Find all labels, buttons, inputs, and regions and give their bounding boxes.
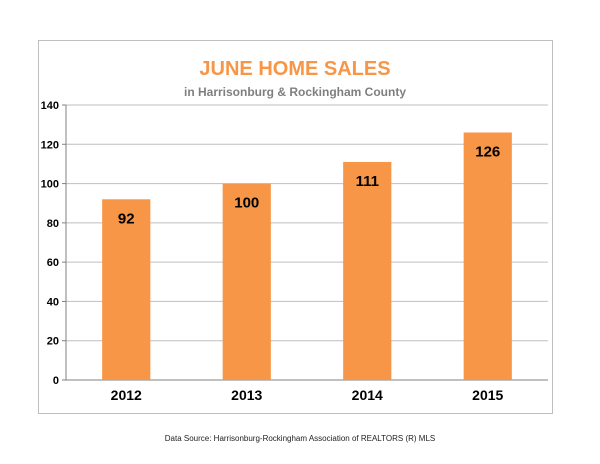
bar-2013 bbox=[222, 183, 271, 380]
y-tick-label: 120 bbox=[41, 139, 59, 151]
data-source-note: Data Source: Harrisonburg-Rockingham Ass… bbox=[164, 434, 436, 443]
bars bbox=[102, 132, 512, 380]
x-tick-label-2013: 2013 bbox=[231, 387, 262, 403]
x-tick-label-2012: 2012 bbox=[111, 387, 142, 403]
data-label-2014: 111 bbox=[356, 173, 379, 190]
y-tick-label: 40 bbox=[47, 296, 59, 308]
bar-2015 bbox=[463, 132, 512, 380]
y-tick-label: 100 bbox=[41, 179, 59, 191]
data-label-2015: 126 bbox=[475, 144, 500, 161]
bar-2012 bbox=[102, 199, 151, 380]
y-tick-label: 0 bbox=[53, 375, 59, 387]
y-tick-label: 60 bbox=[47, 257, 59, 269]
data-label-2012: 92 bbox=[118, 210, 135, 227]
chart-title: JUNE HOME SALES bbox=[199, 58, 390, 80]
x-tick-label-2015: 2015 bbox=[472, 387, 503, 403]
y-tick-label: 20 bbox=[47, 336, 59, 348]
y-tick-label: 140 bbox=[41, 100, 59, 112]
x-tick-label-2014: 2014 bbox=[352, 387, 383, 403]
bar-2014 bbox=[343, 161, 392, 380]
y-tick-label: 80 bbox=[47, 218, 59, 230]
data-label-2013: 100 bbox=[234, 195, 259, 212]
chart-subtitle: in Harrisonburg & Rockingham County bbox=[184, 85, 406, 99]
labels: 0 20 40 60 80 100 120 140 92 2012 100 2013 111 2014 12… bbox=[41, 100, 504, 403]
